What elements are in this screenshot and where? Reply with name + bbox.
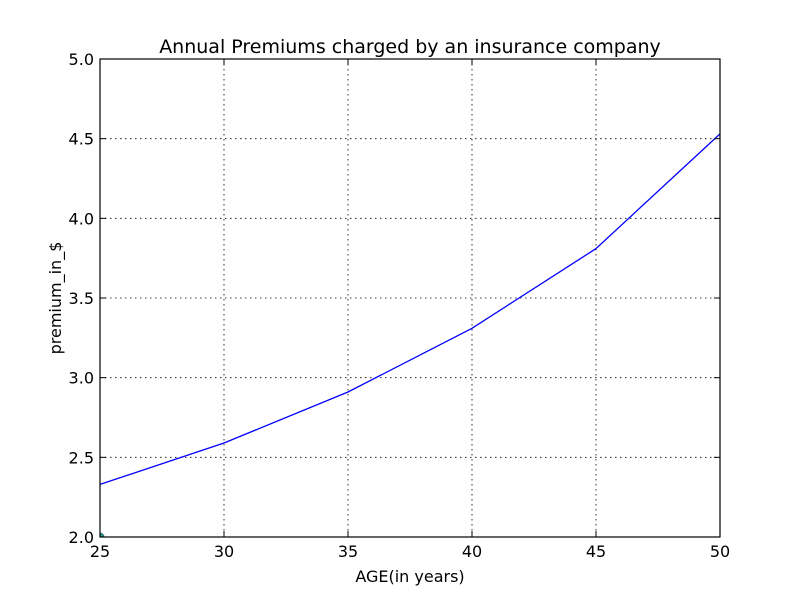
y-tick-label: 2.5	[69, 448, 94, 467]
x-tick-label: 45	[586, 542, 606, 561]
series-line	[99, 133, 721, 486]
y-tick-label: 3.0	[69, 369, 94, 388]
y-tick-label: 4.5	[69, 130, 94, 149]
x-tick-label: 50	[710, 542, 730, 561]
y-tick-label: 4.0	[69, 209, 94, 228]
scatter-marker	[100, 532, 105, 537]
grid-layer	[100, 59, 720, 537]
x-tick-label: 25	[90, 542, 110, 561]
chart-title: Annual Premiums charged by an insurance …	[159, 36, 661, 58]
x-tick-label: 35	[338, 542, 358, 561]
y-tick-label: 3.5	[69, 289, 94, 308]
series-layer	[99, 133, 721, 537]
y-tick-label: 5.0	[69, 50, 94, 69]
y-axis-label: premium_in_$	[46, 242, 66, 355]
tick-layer: 25 30 35 40 45 50 2.0 2.5 3.0 3.5 4.0 4.5 5.0	[69, 50, 731, 561]
x-tick-label: 40	[462, 542, 482, 561]
x-axis-label: AGE(in years)	[355, 567, 464, 586]
y-tick-label: 2.0	[69, 528, 94, 547]
x-tick-label: 30	[214, 542, 234, 561]
